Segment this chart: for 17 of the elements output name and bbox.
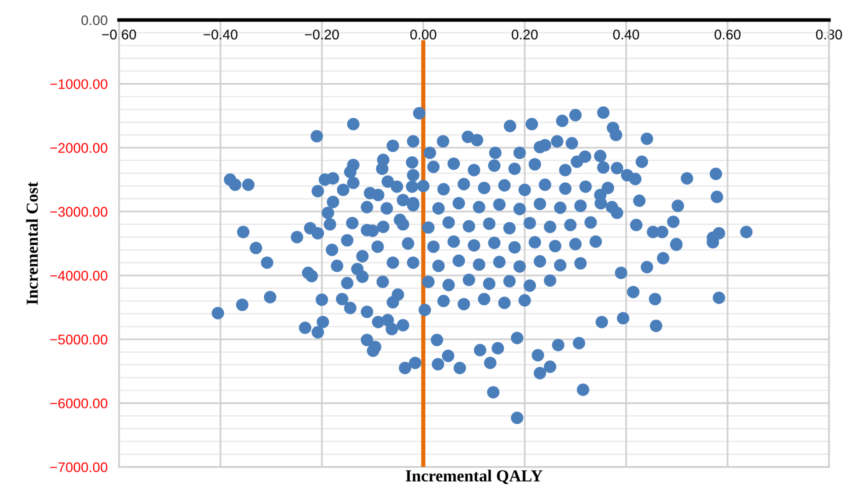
y-tick-label: −3000.00 bbox=[50, 206, 108, 217]
x-tick-label: −0.40 bbox=[204, 30, 238, 40]
y-tick-label: −7000.00 bbox=[50, 462, 108, 472]
x-axis-title: Incremental QALY bbox=[406, 470, 542, 484]
x-tick-label: −0.20 bbox=[304, 30, 339, 40]
y-tick-label: −4000.00 bbox=[50, 270, 108, 281]
y-tick-label: −5000.00 bbox=[50, 334, 108, 344]
y-axis-title: Incremental Cost bbox=[26, 182, 38, 305]
x-tick-label: 0.60 bbox=[714, 30, 741, 40]
x-tick-label: 0.40 bbox=[613, 30, 640, 40]
x-tick-label: −0.60 bbox=[102, 30, 136, 40]
x-tick-label: 0.00 bbox=[410, 30, 436, 40]
y-tick-label: −1000.00 bbox=[50, 79, 108, 90]
y-tick-label: −2000.00 bbox=[50, 143, 108, 153]
y-tick-label: −6000.00 bbox=[50, 398, 108, 408]
x-tick-label: 0.20 bbox=[512, 30, 538, 40]
y-tick-label: 0.00 bbox=[81, 15, 108, 26]
